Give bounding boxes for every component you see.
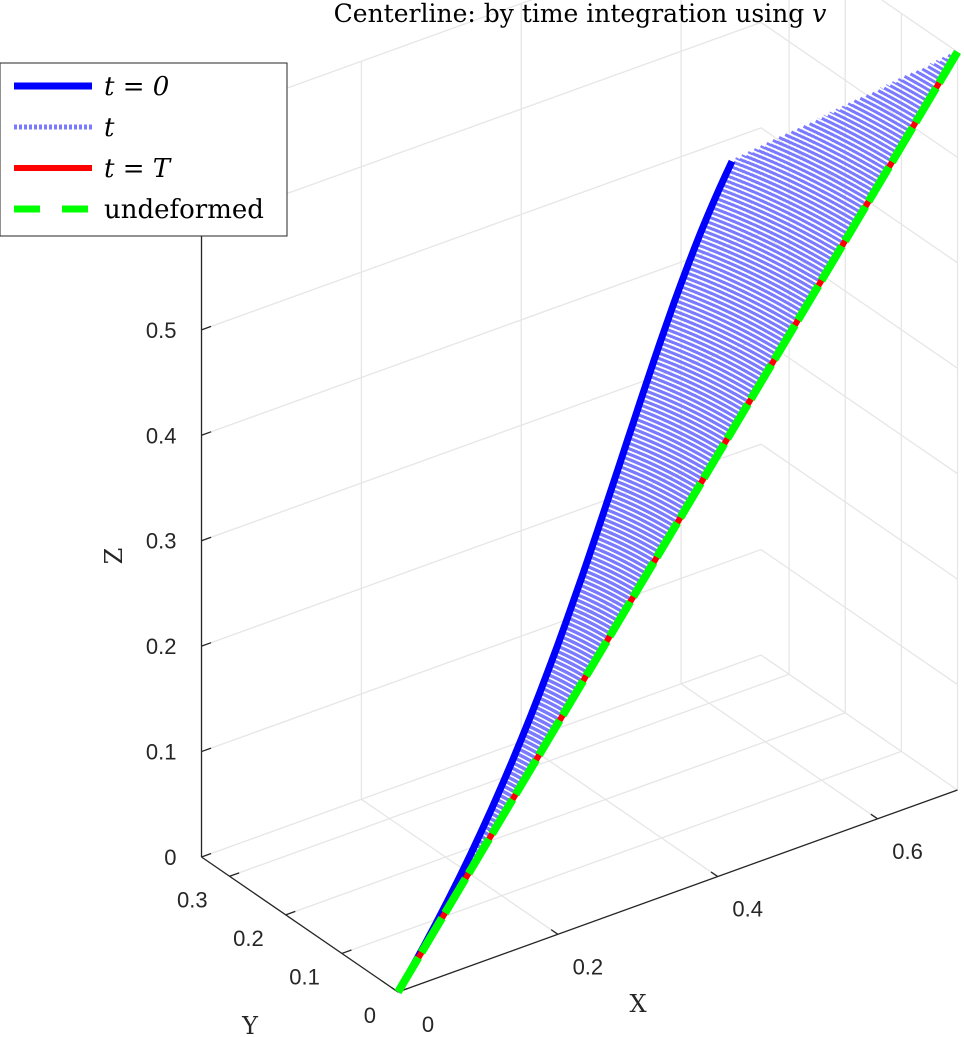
grid-line [680,683,878,820]
grid-lines [200,0,959,993]
grid-line [361,798,559,935]
y-tick-label: 0 [364,1003,376,1028]
chart-title: Centerline: by time integration using v [334,0,827,28]
x-tick-mark [870,813,878,820]
x-tick-mark [710,871,719,878]
z-tick-mark [201,852,212,858]
grid-line [880,0,958,53]
grid-line [520,741,719,878]
z-tick-label: 0.3 [146,529,177,554]
x-tick-label: 0.6 [892,839,923,864]
y-axis-line [201,856,399,993]
grid-line [760,654,958,791]
grid-line [285,712,846,916]
legend: t = 0 t t = T undeformed [0,62,288,237]
z-tick-mark [201,536,212,542]
y-tick-label: 0.2 [233,926,264,951]
legend-label-t0: t = 0 [104,72,169,102]
grid-line [760,549,958,686]
legend-label-tT: t = T [104,154,172,184]
z-tick-mark [201,642,212,647]
grid-line [760,338,958,475]
grid-line [760,21,958,158]
y-tick-mark [229,872,240,877]
grid-line [341,750,902,955]
z-tick-label: 0.2 [146,634,177,659]
x-tick-label: 0.4 [732,897,763,922]
legend-label-undeformed: undeformed [104,195,264,225]
intermediate-centerline [395,93,872,994]
undeformed-centerline [394,49,961,995]
z-tick-label: 0.5 [146,318,177,343]
grid-line [201,232,762,436]
z-tick-mark [201,431,212,436]
legend-label-t: t [104,113,115,143]
y-tick-label: 0.1 [289,964,320,989]
z-tick-label: 0.4 [146,423,177,448]
grid-line [201,0,533,120]
x-axis-line [397,789,958,993]
grid-line [201,443,762,647]
grid-line [201,548,762,753]
z-axis-label: Z [100,548,128,565]
y-tick-label: 0.3 [177,887,208,912]
x-tick-label: 0.2 [573,954,604,979]
grid-line [201,127,762,331]
intermediate-centerline [395,81,898,994]
axes: 00.20.40.600.10.20.300.10.20.30.40.50.60… [146,107,958,1037]
z-tick-label: 0 [164,845,176,870]
intermediate-centerline [395,148,760,994]
grid-line [201,654,762,858]
x-axis-label: X [629,990,646,1018]
z-tick-mark [201,747,212,753]
grid-line [201,21,762,226]
y-tick-mark [341,949,352,955]
z-tick-label: 0.1 [146,740,177,765]
z-tick-mark [201,325,212,331]
grid-line [760,443,958,580]
y-axis-label: Y [241,1012,259,1037]
x-tick-label: 0 [422,1012,434,1037]
legend-box [0,62,288,237]
y-tick-mark [285,910,296,916]
x-tick-mark [550,929,559,935]
curves [394,49,961,995]
initial-centerline [394,159,736,994]
intermediate-centerline [395,157,741,994]
